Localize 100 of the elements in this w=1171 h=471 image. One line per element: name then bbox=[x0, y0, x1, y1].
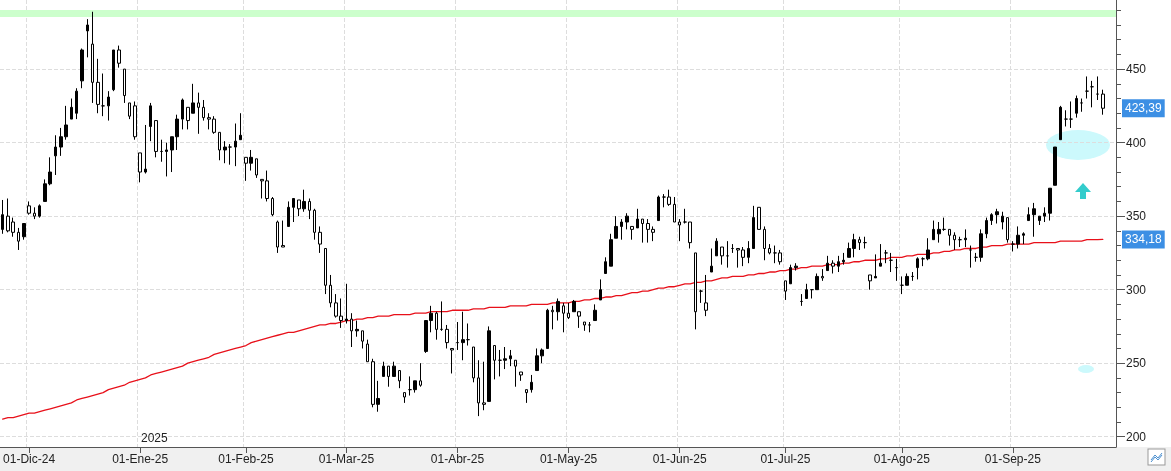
y-tick-label: 350 bbox=[1126, 209, 1147, 224]
candlestick bbox=[636, 208, 639, 229]
candlestick bbox=[223, 140, 227, 164]
x-tick-label: 01-May-25 bbox=[539, 452, 598, 466]
candlestick bbox=[487, 325, 491, 402]
candlestick bbox=[937, 221, 941, 244]
candlestick bbox=[112, 49, 115, 92]
candlestick bbox=[493, 345, 496, 380]
candlestick bbox=[128, 102, 131, 120]
candlestick bbox=[350, 312, 353, 348]
candlestick bbox=[964, 228, 967, 248]
candlestick bbox=[281, 220, 285, 248]
candlestick bbox=[456, 321, 459, 351]
candlestick bbox=[218, 131, 221, 161]
candlestick bbox=[38, 203, 41, 219]
candlestick bbox=[413, 380, 417, 394]
candlestick bbox=[990, 212, 993, 226]
candlestick bbox=[154, 120, 158, 158]
candlestick bbox=[75, 87, 78, 120]
candlestick bbox=[879, 243, 882, 267]
annotation: 2025 bbox=[141, 431, 169, 445]
candlestick bbox=[1064, 109, 1068, 127]
candlestick bbox=[942, 217, 946, 232]
candlestick bbox=[160, 139, 163, 163]
candlestick bbox=[202, 99, 205, 122]
candlestick bbox=[398, 370, 401, 389]
candlestick bbox=[472, 346, 475, 383]
candlestick bbox=[620, 218, 623, 241]
candlestick bbox=[1059, 105, 1062, 141]
candlestick bbox=[525, 389, 528, 404]
candlestick bbox=[704, 274, 708, 317]
candlestick bbox=[1022, 231, 1025, 245]
candlestick bbox=[197, 92, 200, 135]
candlestick bbox=[604, 256, 607, 274]
candlestick bbox=[757, 206, 761, 230]
candlestick bbox=[255, 158, 258, 179]
candlestick bbox=[842, 252, 845, 266]
candlestick bbox=[403, 392, 406, 404]
candlestick bbox=[149, 102, 152, 142]
y-tick-label: 250 bbox=[1126, 356, 1147, 371]
candlestick bbox=[747, 240, 750, 264]
candlestick bbox=[794, 262, 798, 272]
candlestick bbox=[837, 255, 840, 273]
candlestick bbox=[329, 274, 332, 308]
candlestick bbox=[1101, 89, 1105, 116]
candlestick bbox=[133, 100, 137, 141]
candlestick bbox=[979, 228, 983, 263]
candlestick bbox=[678, 218, 681, 242]
candlestick bbox=[625, 212, 629, 230]
candlestick bbox=[948, 228, 951, 247]
candlestick bbox=[1048, 187, 1052, 222]
candlestick bbox=[382, 361, 385, 377]
candlestick bbox=[27, 200, 31, 216]
text: 334,18 bbox=[1125, 232, 1163, 247]
candlestick bbox=[763, 225, 766, 261]
candlestick bbox=[445, 324, 449, 349]
x-tick-label: 01-Jul-25 bbox=[760, 452, 811, 466]
candlestick bbox=[720, 246, 724, 266]
y-tick-label: 400 bbox=[1126, 135, 1147, 150]
candlestick bbox=[80, 48, 84, 89]
candlestick bbox=[361, 330, 364, 349]
candlestick bbox=[234, 123, 237, 167]
candlestick bbox=[985, 217, 988, 239]
candlestick bbox=[450, 347, 454, 374]
candlestick bbox=[694, 252, 697, 330]
candlestick bbox=[287, 200, 290, 227]
candlestick bbox=[482, 361, 486, 411]
candlestick bbox=[1032, 202, 1036, 238]
candlestick bbox=[789, 264, 792, 285]
x-tick-label: 01-Ago-25 bbox=[873, 452, 931, 466]
candlestick bbox=[593, 303, 597, 322]
candlestick bbox=[1053, 146, 1057, 186]
candlestick bbox=[419, 362, 422, 388]
candlestick bbox=[33, 206, 36, 220]
candlestick bbox=[239, 112, 242, 141]
candlestick bbox=[107, 90, 110, 122]
candlestick bbox=[784, 280, 787, 301]
candlestick bbox=[768, 243, 771, 255]
candlestick bbox=[117, 45, 121, 69]
candlestick bbox=[868, 274, 872, 291]
candlestick bbox=[1090, 80, 1094, 108]
candlestick bbox=[96, 58, 100, 114]
candlestick bbox=[710, 248, 713, 273]
candlestick bbox=[165, 142, 168, 177]
x-tick-label: 01-Feb-25 bbox=[218, 452, 274, 466]
candlestick bbox=[22, 223, 26, 241]
candlestick bbox=[884, 249, 888, 264]
candlestick bbox=[562, 302, 565, 333]
candlestick bbox=[1096, 75, 1099, 101]
candlestick bbox=[630, 225, 634, 241]
candlestick bbox=[138, 152, 142, 183]
candlestick bbox=[355, 320, 359, 338]
candlestick bbox=[895, 258, 898, 282]
candlestick bbox=[387, 365, 390, 388]
candlestick bbox=[313, 208, 316, 241]
x-tick-label: 01-Sep-25 bbox=[984, 452, 1042, 466]
candlestick bbox=[1001, 211, 1004, 230]
candlestick bbox=[514, 359, 517, 388]
candlestick bbox=[1027, 206, 1030, 222]
candlestick bbox=[1069, 100, 1073, 129]
